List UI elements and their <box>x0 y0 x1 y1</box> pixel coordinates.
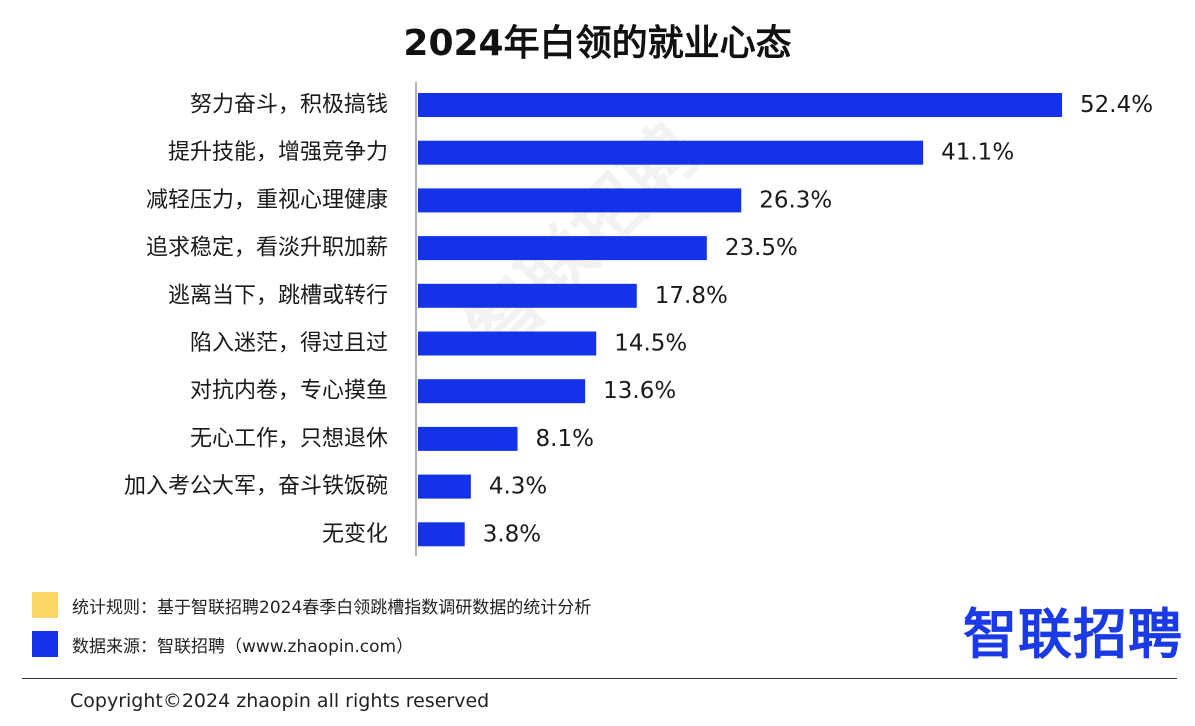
bar <box>418 379 586 404</box>
category-label: 陷入迷茫，得过且过 <box>190 331 388 356</box>
bar <box>418 331 597 356</box>
category-label: 逃离当下，跳槽或转行 <box>168 283 388 308</box>
bar <box>418 236 707 261</box>
value-label: 4.3% <box>489 474 547 500</box>
bar <box>418 426 518 451</box>
value-label: 3.8% <box>483 521 541 547</box>
bars-group: 努力奋斗，积极搞钱 52.4% 提升技能，增强竞争力 41.1% 减轻压力，重视心理健康… <box>124 92 1153 547</box>
value-label: 26.3% <box>759 187 832 213</box>
legend-swatch-yellow <box>32 592 58 618</box>
bar <box>418 140 924 165</box>
legend-source: 数据来源：智联招聘（www.zhaopin.com） <box>32 630 413 658</box>
legend-source-label: 数据来源：智联招聘（www.zhaopin.com） <box>72 636 414 657</box>
category-label: 提升技能，增强竞争力 <box>168 140 388 165</box>
value-label: 8.1% <box>536 426 594 452</box>
category-label: 加入考公大军，奋斗铁饭碗 <box>124 474 388 499</box>
legend-swatch-blue <box>32 631 58 657</box>
value-label: 14.5% <box>614 331 687 357</box>
bar <box>418 93 1062 117</box>
category-label: 追求稳定，看淡升职加薪 <box>146 236 388 261</box>
value-label: 41.1% <box>941 140 1014 166</box>
copyright-text: Copyright©2024 zhaopin all rights reserv… <box>70 690 490 712</box>
bar <box>418 188 742 213</box>
value-label: 13.6% <box>603 378 676 404</box>
bar <box>418 522 465 547</box>
bar <box>418 283 637 308</box>
value-label: 23.5% <box>725 235 798 261</box>
legend-rule-label: 统计规则：基于智联招聘2024春季白领跳槽指数调研数据的统计分析 <box>72 597 592 618</box>
value-label: 52.4% <box>1080 92 1153 118</box>
legend-rule: 统计规则：基于智联招聘2024春季白领跳槽指数调研数据的统计分析 <box>32 591 591 619</box>
bar <box>418 474 471 499</box>
category-label: 努力奋斗，积极搞钱 <box>190 93 388 118</box>
chart-title: 2024年白领的就业心态 <box>403 23 792 64</box>
category-label: 减轻压力，重视心理健康 <box>146 188 388 213</box>
footer-divider <box>22 678 1177 679</box>
category-label: 无心工作，只想退休 <box>190 426 388 451</box>
bar-chart: 努力奋斗，积极搞钱 52.4% 提升技能，增强竞争力 41.1% 减轻压力，重视心理健康… <box>124 82 1153 556</box>
value-label: 17.8% <box>655 283 728 309</box>
category-label: 对抗内卷，专心摸鱼 <box>190 379 388 404</box>
zhaopin-logo: 智联招聘 <box>963 603 1183 666</box>
category-label: 无变化 <box>322 522 388 547</box>
